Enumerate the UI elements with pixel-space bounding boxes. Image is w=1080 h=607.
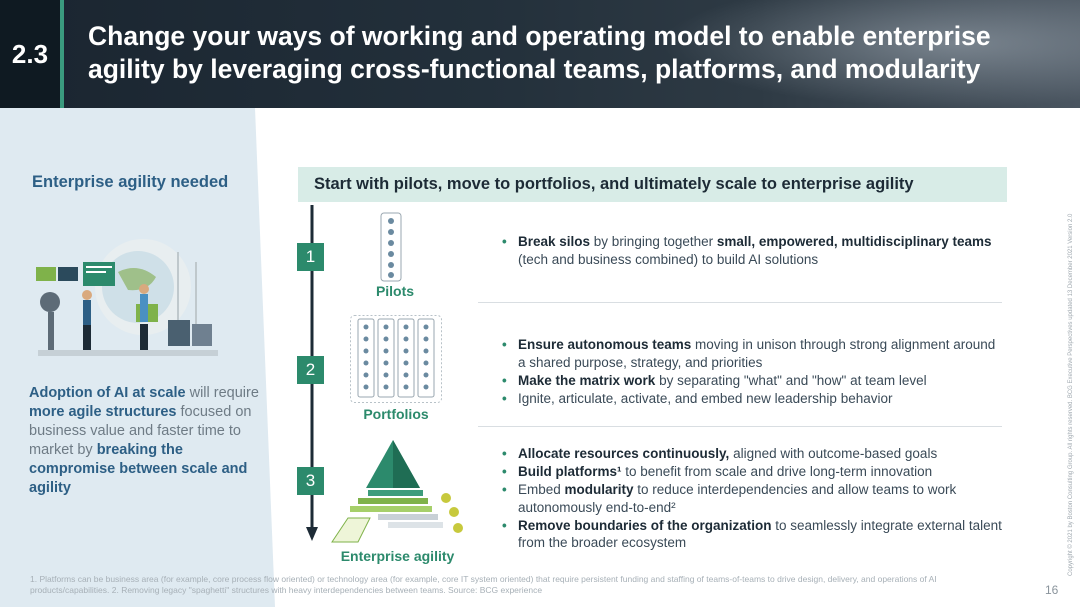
stage-divider-1 — [478, 302, 1002, 303]
step-number-2: 2 — [297, 356, 324, 384]
title-line-1: Change your ways of working and operatin… — [88, 21, 991, 51]
step-number-1: 1 — [297, 243, 324, 271]
step-number-3: 3 — [297, 467, 324, 495]
stage-label-enterprise-agility: Enterprise agility — [340, 548, 455, 564]
stage3-bullets: Allocate resources continuously, aligned… — [500, 445, 1005, 552]
portfolios-teams-icon — [350, 315, 442, 403]
left-panel — [0, 108, 275, 607]
stage2-bullets: Ensure autonomous teams moving in unison… — [500, 336, 1005, 408]
stage-label-portfolios: Portfolios — [363, 406, 429, 422]
list-item: Ignite, articulate, activate, and embed … — [500, 390, 1005, 408]
header-background-image — [660, 0, 1080, 108]
header-band: 2.3 Change your ways of working and oper… — [0, 0, 1080, 108]
adoption-bold-3: more agile structures — [29, 404, 177, 420]
adoption-bold-1: Adoption of AI at scale — [29, 385, 186, 401]
title-line-2: agility by leveraging cross-functional t… — [88, 54, 981, 84]
enterprise-agility-illustration — [28, 232, 228, 362]
list-item: Ensure autonomous teams moving in unison… — [500, 336, 1005, 371]
list-item: Build platforms¹ to benefit from scale a… — [500, 463, 1005, 481]
list-item: Embed modularity to reduce interdependen… — [500, 481, 1005, 516]
pilots-team-icon — [380, 212, 402, 282]
adoption-paragraph: Adoption of AI at scale will require mor… — [29, 384, 259, 498]
stage1-bullets: Break silos by bringing together small, … — [500, 233, 1005, 269]
page-title: Change your ways of working and operatin… — [88, 20, 1038, 86]
stage-divider-2 — [478, 426, 1002, 427]
copyright-notice: Copyright © 2021 by Boston Consulting Gr… — [1068, 213, 1074, 576]
adoption-text-2: will require — [185, 385, 259, 401]
stage-banner: Start with pilots, move to portfolios, a… — [298, 167, 1007, 202]
list-item: Break silos by bringing together small, … — [500, 233, 1005, 268]
enterprise-pyramid-icon — [331, 440, 463, 543]
page-number: 16 — [1045, 583, 1059, 597]
left-heading: Enterprise agility needed — [32, 173, 229, 191]
list-item: Allocate resources continuously, aligned… — [500, 445, 1005, 463]
list-item: Remove boundaries of the organization to… — [500, 517, 1005, 552]
section-number: 2.3 — [0, 0, 64, 108]
adoption-bold-5: breaking the compromise between scale an… — [29, 442, 248, 496]
footnote: 1. Platforms can be business area (for e… — [30, 574, 937, 595]
list-item: Make the matrix work by separating "what… — [500, 372, 1005, 390]
stage-label-pilots: Pilots — [375, 283, 415, 299]
adoption-text-4: focused on business value and faster tim… — [29, 404, 252, 458]
